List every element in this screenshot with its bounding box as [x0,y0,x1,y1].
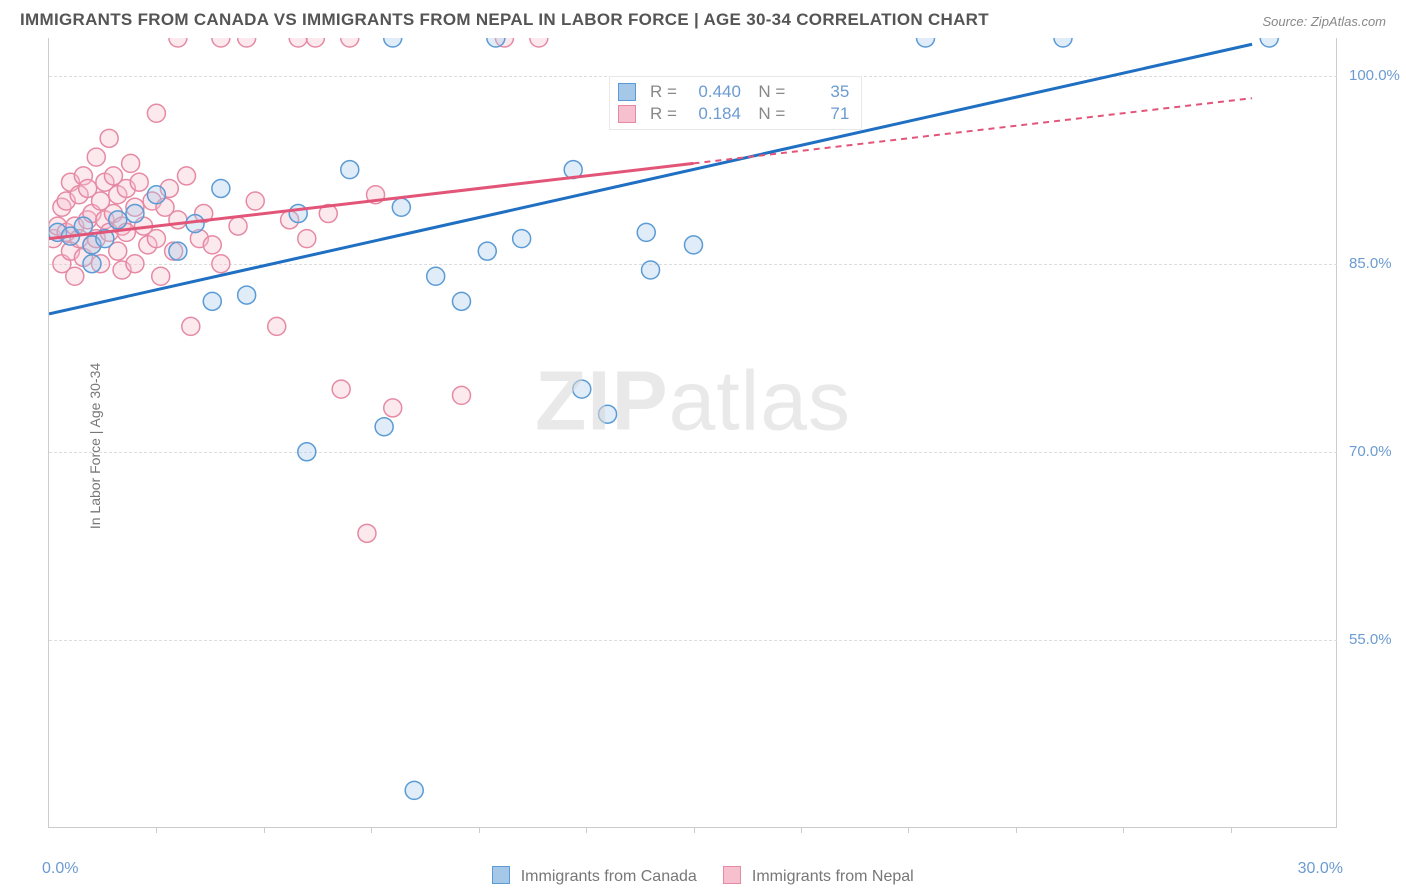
swatch-canada [492,866,510,884]
source-attribution: Source: ZipAtlas.com [1262,14,1386,29]
point-nepal [203,236,221,254]
point-nepal [122,154,140,172]
point-nepal [246,192,264,210]
point-canada [427,267,445,285]
point-nepal [332,380,350,398]
series-legend: Immigrants from Canada Immigrants from N… [0,866,1406,886]
legend-label-canada: Immigrants from Canada [521,868,697,885]
point-canada [147,186,165,204]
point-nepal [169,211,187,229]
point-canada [573,380,591,398]
point-canada [83,255,101,273]
y-tick-label: 85.0% [1349,255,1406,272]
swatch-nepal [723,866,741,884]
point-canada [642,261,660,279]
legend-label-nepal: Immigrants from Nepal [752,868,914,885]
point-nepal [530,38,548,47]
point-canada [238,286,256,304]
point-canada [405,781,423,799]
point-nepal [126,255,144,273]
swatch-canada [618,83,636,101]
point-canada [169,242,187,260]
scatter-plot-svg [49,38,1338,828]
y-tick-label: 55.0% [1349,631,1406,648]
point-nepal [306,38,324,47]
point-canada [452,292,470,310]
point-canada [109,211,127,229]
point-nepal [212,38,230,47]
point-nepal [147,230,165,248]
point-nepal [169,38,187,47]
chart-title: IMMIGRANTS FROM CANADA VS IMMIGRANTS FRO… [20,10,989,30]
point-nepal [130,173,148,191]
point-canada [375,418,393,436]
point-nepal [212,255,230,273]
point-canada [126,205,144,223]
point-nepal [452,386,470,404]
point-nepal [289,38,307,47]
point-nepal [341,38,359,47]
point-canada [1054,38,1072,47]
plot-area: 55.0%70.0%85.0%100.0% ZIPatlas R =0.440 … [48,38,1337,828]
point-canada [392,198,410,216]
y-tick-label: 70.0% [1349,443,1406,460]
point-canada [298,443,316,461]
point-nepal [238,38,256,47]
point-canada [599,405,617,423]
point-canada [513,230,531,248]
point-nepal [66,267,84,285]
point-nepal [87,148,105,166]
point-nepal [152,267,170,285]
point-canada [384,38,402,47]
point-nepal [182,317,200,335]
point-canada [212,179,230,197]
point-canada [203,292,221,310]
legend-row-canada: R =0.440 N =35 [618,81,849,103]
correlation-legend: R =0.440 N =35 R =0.184 N =71 [609,76,862,130]
point-canada [637,223,655,241]
point-nepal [268,317,286,335]
point-canada [341,161,359,179]
legend-row-nepal: R =0.184 N =71 [618,103,849,125]
point-nepal [358,524,376,542]
point-nepal [177,167,195,185]
swatch-nepal [618,105,636,123]
point-nepal [100,129,118,147]
point-canada [1260,38,1278,47]
point-nepal [229,217,247,235]
point-nepal [298,230,316,248]
point-canada [478,242,496,260]
point-nepal [147,104,165,122]
point-canada [685,236,703,254]
point-canada [917,38,935,47]
point-nepal [384,399,402,417]
point-canada [289,205,307,223]
y-tick-label: 100.0% [1349,67,1406,84]
